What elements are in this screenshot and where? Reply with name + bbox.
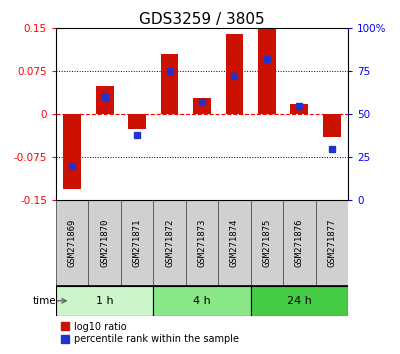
Bar bbox=[121, 200, 153, 286]
Bar bbox=[186, 200, 218, 286]
Bar bbox=[153, 200, 186, 286]
Bar bbox=[63, 114, 81, 189]
Text: 1 h: 1 h bbox=[96, 296, 114, 306]
Bar bbox=[161, 54, 178, 114]
Bar bbox=[258, 29, 276, 114]
Bar bbox=[316, 200, 348, 286]
Bar bbox=[153, 286, 251, 315]
Legend: log10 ratio, percentile rank within the sample: log10 ratio, percentile rank within the … bbox=[61, 321, 238, 344]
Bar bbox=[323, 114, 341, 137]
Bar bbox=[56, 200, 88, 286]
Text: time: time bbox=[32, 296, 56, 306]
Text: 24 h: 24 h bbox=[287, 296, 312, 306]
Text: GSM271873: GSM271873 bbox=[198, 219, 206, 267]
Bar bbox=[56, 286, 153, 315]
Bar bbox=[226, 34, 243, 114]
Bar bbox=[283, 200, 316, 286]
Text: GSM271875: GSM271875 bbox=[262, 219, 271, 267]
Bar bbox=[290, 104, 308, 114]
Bar bbox=[128, 114, 146, 129]
Text: GSM271869: GSM271869 bbox=[68, 219, 77, 267]
Text: GSM271877: GSM271877 bbox=[327, 219, 336, 267]
Text: GSM271872: GSM271872 bbox=[165, 219, 174, 267]
Bar bbox=[218, 200, 251, 286]
Text: 4 h: 4 h bbox=[193, 296, 211, 306]
Bar bbox=[193, 98, 211, 114]
Title: GDS3259 / 3805: GDS3259 / 3805 bbox=[139, 12, 265, 27]
Bar bbox=[88, 200, 121, 286]
Bar bbox=[251, 286, 348, 315]
Bar bbox=[251, 200, 283, 286]
Text: GSM271876: GSM271876 bbox=[295, 219, 304, 267]
Text: GSM271871: GSM271871 bbox=[133, 219, 142, 267]
Text: GSM271870: GSM271870 bbox=[100, 219, 109, 267]
Text: GSM271874: GSM271874 bbox=[230, 219, 239, 267]
Bar bbox=[96, 86, 114, 114]
